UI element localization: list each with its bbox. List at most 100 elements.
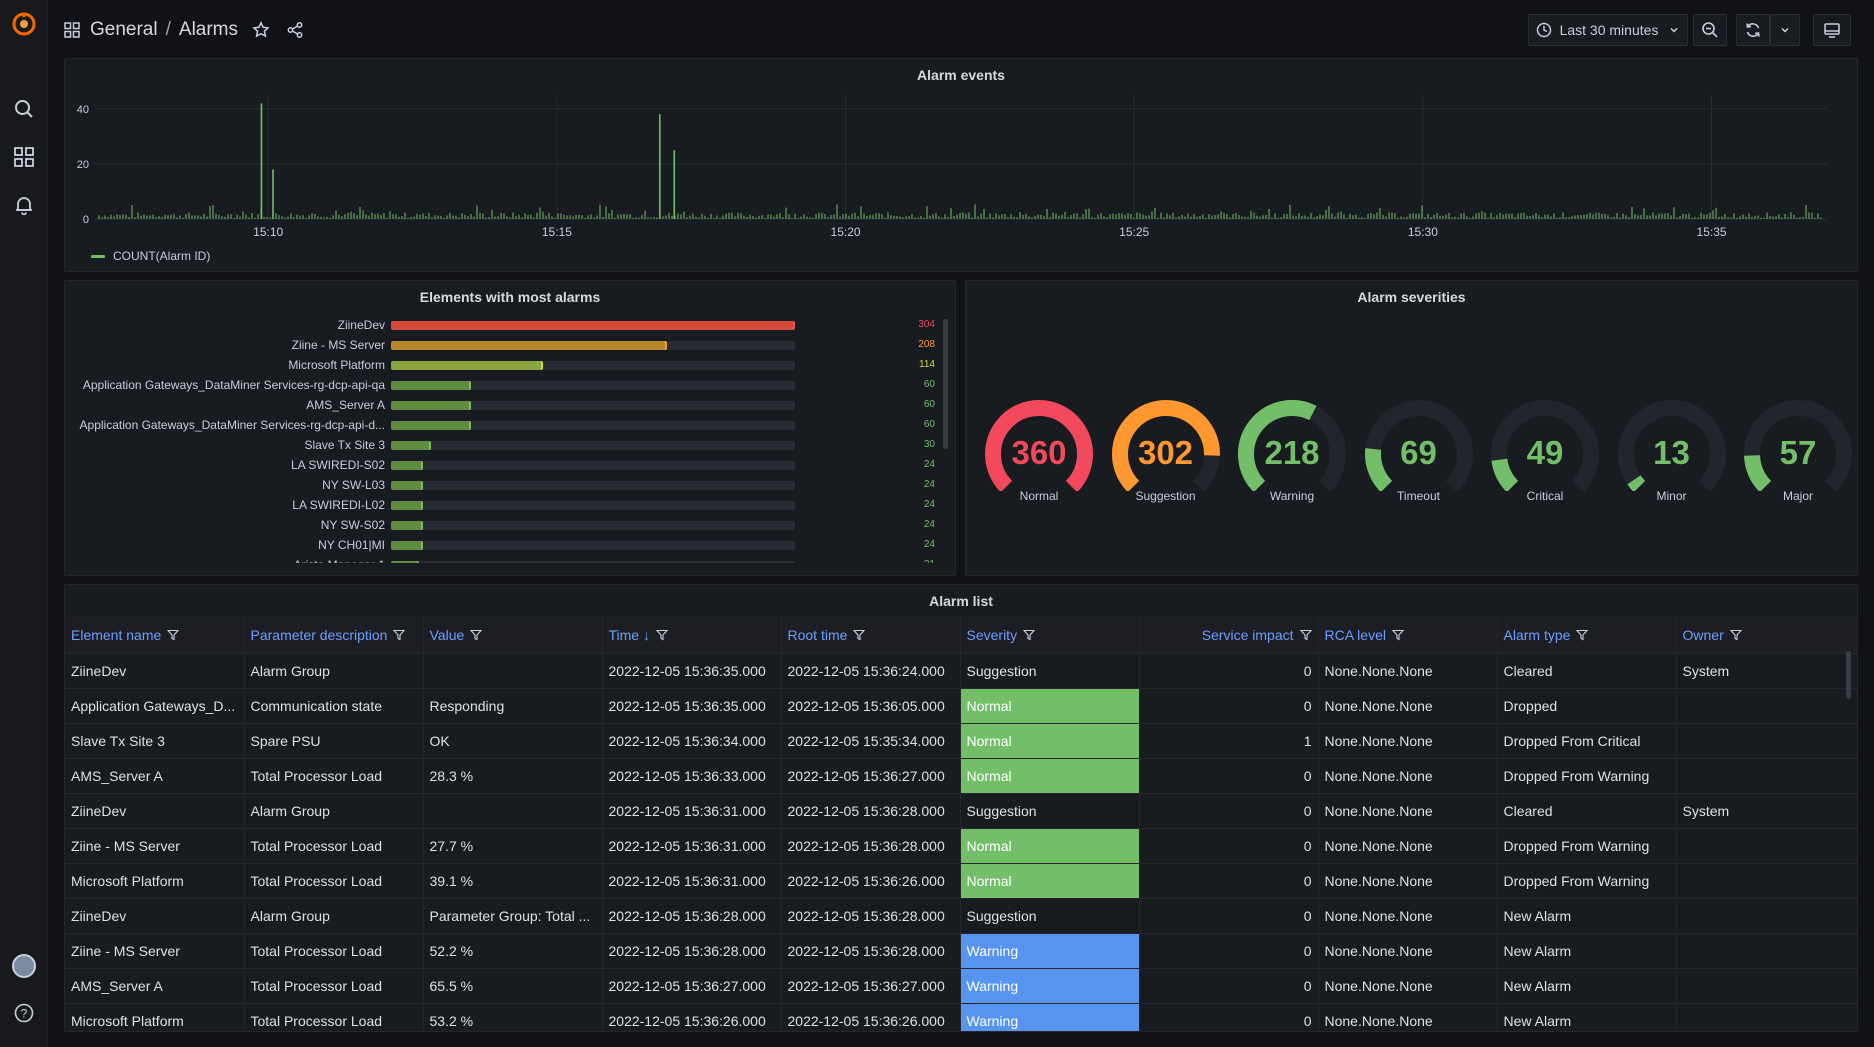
column-header[interactable]: Value [423, 617, 603, 653]
bar-value: 60 [923, 379, 935, 390]
column-header[interactable]: Service impact [1139, 617, 1319, 653]
bar-track [391, 381, 795, 390]
table-cell: Dropped [1497, 687, 1677, 723]
table-cell: Microsoft Platform [65, 1002, 245, 1031]
filter-icon[interactable] [1729, 629, 1742, 641]
table-cell: 52.2 % [423, 932, 603, 968]
bar-fill [391, 321, 795, 330]
filter-icon[interactable] [853, 629, 866, 641]
bar-fill [391, 501, 423, 510]
filter-icon[interactable] [1023, 629, 1036, 641]
gauge-fill [1744, 454, 1772, 491]
time-range-picker[interactable]: Last 30 minutes [1528, 14, 1688, 46]
table-cell: 0 [1139, 652, 1319, 688]
refresh-interval-dropdown[interactable] [1770, 14, 1800, 46]
table-row[interactable]: Slave Tx Site 3 Spare PSU OK 2022-12-05 15:… [65, 722, 1857, 758]
table-row[interactable]: ZiineDev Alarm Group Parameter Group: Tota… [65, 897, 1857, 933]
table-cell: 2022-12-05 15:36:26.000 [781, 1002, 961, 1031]
column-header[interactable]: Alarm type [1497, 617, 1677, 653]
help-icon[interactable]: ? [0, 995, 48, 1031]
table-row[interactable]: Ziine - MS Server Total Processor Load 27.… [65, 827, 1857, 863]
table-cell: Application Gateways_D... [65, 687, 245, 723]
column-header[interactable]: Element name [65, 617, 245, 653]
bar-value: 208 [918, 339, 935, 350]
column-header[interactable]: Severity [960, 617, 1140, 653]
filter-icon[interactable] [393, 629, 406, 641]
table-cell: Parameter Group: Total ... [423, 897, 603, 933]
table-cell: None.None.None [1318, 862, 1498, 898]
table-cell: Warning [960, 967, 1140, 1003]
table-cell: 0 [1139, 932, 1319, 968]
table-row[interactable]: ZiineDev Alarm Group 2022-12-05 15:36:31.0… [65, 792, 1857, 828]
table-cell: 2022-12-05 15:36:27.000 [602, 967, 782, 1003]
column-header[interactable]: Root time [781, 617, 961, 653]
column-header-label: Parameter description [250, 626, 388, 643]
table-cell: New Alarm [1497, 967, 1677, 1003]
table-row[interactable]: AMS_Server A Total Processor Load 65.5 % 20… [65, 967, 1857, 1003]
filter-icon[interactable] [167, 629, 180, 641]
svg-text:?: ? [21, 1007, 28, 1021]
bar-track [391, 481, 795, 490]
column-header[interactable]: Time ↓ [602, 617, 782, 653]
table-row[interactable]: Application Gateways_D... Communication s… [65, 687, 1857, 723]
gauge-label: Warning [1269, 489, 1315, 503]
chart-legend[interactable]: COUNT(Alarm ID) [91, 249, 210, 263]
table-row[interactable]: Ziine - MS Server Total Processor Load 52.… [65, 932, 1857, 968]
breadcrumb-folder[interactable]: General [90, 19, 158, 40]
bar-row: Ziine - MS Server 208 [65, 335, 955, 355]
bar-value: 30 [923, 439, 935, 450]
table-row[interactable]: Microsoft Platform Total Processor Load 39… [65, 862, 1857, 898]
table-cell: ZiineDev [65, 792, 245, 828]
filter-icon[interactable] [655, 629, 668, 641]
table-cell [1676, 897, 1857, 933]
filter-icon[interactable] [1299, 629, 1312, 641]
share-icon[interactable] [286, 21, 304, 39]
tv-mode-button[interactable] [1813, 14, 1851, 46]
search-icon[interactable] [0, 91, 48, 127]
refresh-button[interactable] [1736, 14, 1770, 46]
bar-label: Slave Tx Site 3 [304, 438, 385, 452]
filter-icon[interactable] [1391, 629, 1404, 641]
dashboard-grid-icon [64, 22, 80, 38]
table-row[interactable]: AMS_Server A Total Processor Load 28.3 % 20… [65, 757, 1857, 793]
bar-fill [391, 481, 423, 490]
scrollbar[interactable] [943, 319, 948, 449]
column-header[interactable]: Parameter description [244, 617, 424, 653]
x-tick-label: 15:10 [253, 225, 283, 239]
table-cell [1676, 1002, 1857, 1031]
breadcrumb-dashboard[interactable]: Alarms [178, 19, 239, 40]
bar-label: NY CH01|MI [318, 538, 385, 552]
star-icon[interactable] [252, 21, 270, 39]
zoom-out-button[interactable] [1693, 14, 1727, 46]
bar-fill [391, 361, 543, 370]
zoom-out-icon [1702, 22, 1718, 38]
column-header[interactable]: RCA level [1318, 617, 1498, 653]
panel-title: Alarm events [917, 67, 1005, 83]
bar-track [391, 561, 795, 563]
alerting-bell-icon[interactable] [0, 187, 48, 223]
table-cell: Cleared [1497, 792, 1677, 828]
filter-icon[interactable] [470, 629, 483, 641]
table-row[interactable]: Microsoft Platform Total Processor Load 53… [65, 1002, 1857, 1031]
bar-value: 304 [918, 319, 935, 330]
bar-track [391, 501, 795, 510]
table-cell: ZiineDev [65, 897, 245, 933]
filter-icon[interactable] [1576, 629, 1589, 641]
user-avatar[interactable] [0, 948, 48, 984]
bar-row: LA SWIREDI-L02 24 [65, 495, 955, 515]
sort-desc-icon: ↓ [639, 626, 650, 643]
table-cell: 28.3 % [423, 757, 603, 793]
table-cell [1676, 862, 1857, 898]
table-cell: 2022-12-05 15:36:28.000 [781, 932, 961, 968]
table-cell: OK [423, 722, 603, 758]
bar-row: ZiineDev 304 [65, 315, 955, 335]
table-scrollbar[interactable] [1846, 651, 1851, 699]
table-row[interactable]: ZiineDev Alarm Group 2022-12-05 15:36:35.0… [65, 652, 1857, 688]
grafana-logo-icon[interactable] [0, 6, 48, 42]
gauge-fill [1491, 458, 1519, 491]
table-cell: 2022-12-05 15:36:31.000 [602, 862, 782, 898]
column-header[interactable]: Owner [1676, 617, 1857, 653]
table-cell: 0 [1139, 897, 1319, 933]
table-cell: Spare PSU [244, 722, 424, 758]
dashboards-icon[interactable] [0, 139, 48, 175]
